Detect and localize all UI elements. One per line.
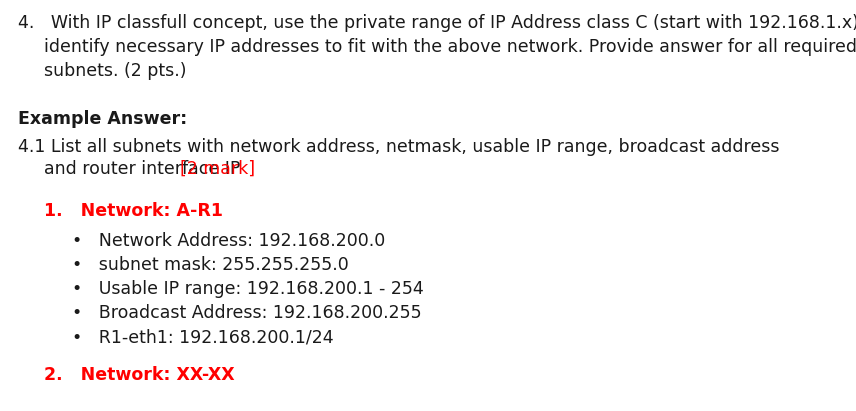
Text: subnets. (2 pts.): subnets. (2 pts.) [44, 62, 187, 80]
Text: •   Usable IP range: 192.168.200.1 - 254: • Usable IP range: 192.168.200.1 - 254 [72, 280, 424, 298]
Text: Example Answer:: Example Answer: [18, 110, 187, 128]
Text: 4.1 List all subnets with network address, netmask, usable IP range, broadcast a: 4.1 List all subnets with network addres… [18, 138, 780, 156]
Text: 1.   Network: A-R1: 1. Network: A-R1 [44, 202, 223, 220]
Text: •   subnet mask: 255.255.255.0: • subnet mask: 255.255.255.0 [72, 256, 348, 274]
Text: 2.   Network: XX-XX: 2. Network: XX-XX [44, 366, 235, 384]
Text: 4.   With IP classfull concept, use the private range of IP Address class C (sta: 4. With IP classfull concept, use the pr… [18, 14, 856, 32]
Text: and router interface IP: and router interface IP [44, 160, 241, 178]
Text: •   Network Address: 192.168.200.0: • Network Address: 192.168.200.0 [72, 232, 385, 250]
Text: identify necessary IP addresses to fit with the above network. Provide answer fo: identify necessary IP addresses to fit w… [44, 38, 856, 56]
Text: [2 mark]: [2 mark] [180, 160, 255, 178]
Text: •   Broadcast Address: 192.168.200.255: • Broadcast Address: 192.168.200.255 [72, 304, 422, 322]
Text: •   R1-eth1: 192.168.200.1/24: • R1-eth1: 192.168.200.1/24 [72, 328, 334, 346]
